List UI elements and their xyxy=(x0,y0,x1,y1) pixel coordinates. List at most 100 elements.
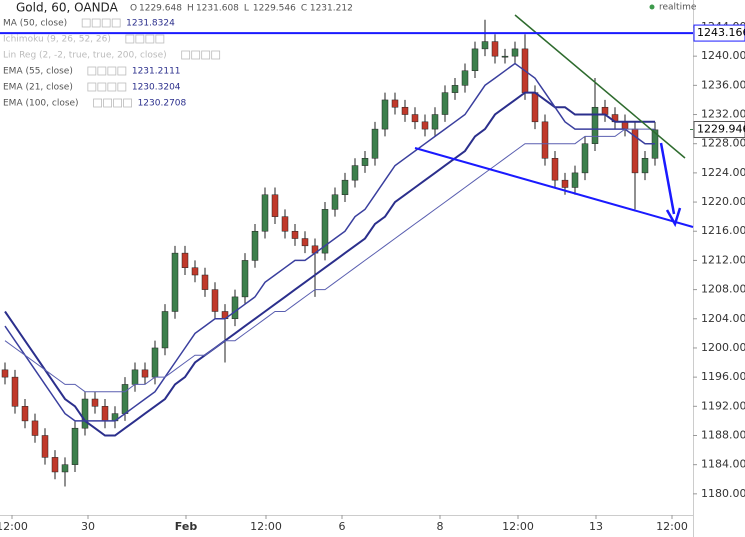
candle-body xyxy=(581,143,589,174)
candle-body xyxy=(141,369,149,378)
indicator-button xyxy=(123,98,132,108)
candle-body xyxy=(151,347,159,378)
candle-body xyxy=(41,435,49,458)
arrow-head xyxy=(665,207,682,228)
ohlc-key: O xyxy=(130,4,137,14)
y-tick-label: 1208.000 xyxy=(701,283,745,296)
y-tick-label: 1188.000 xyxy=(701,428,745,441)
candle-body xyxy=(1,369,9,378)
candle-body xyxy=(121,384,129,414)
candle-body xyxy=(161,311,169,349)
x-tick-label: 12:00 xyxy=(502,520,534,533)
ohlc-key: C xyxy=(301,4,307,14)
candle-body xyxy=(301,238,309,247)
candle-body xyxy=(251,230,259,261)
candle-body xyxy=(331,194,339,210)
ohlc-value: 1229.546 xyxy=(253,4,296,14)
indicator-line xyxy=(4,91,655,437)
x-tick-label: Feb xyxy=(175,520,198,533)
indicator-name: EMA (100, close) xyxy=(3,99,79,109)
candle-body xyxy=(91,398,99,407)
candle-body xyxy=(551,158,559,181)
y-tick-label: 1184.000 xyxy=(701,458,745,471)
y-tick-label: 1228.000 xyxy=(701,137,745,150)
indicator-button xyxy=(87,82,97,92)
candle-body xyxy=(61,464,69,473)
indicator-button xyxy=(117,66,127,76)
candle-body xyxy=(211,289,219,312)
indicator-button xyxy=(101,18,111,28)
indicator-line xyxy=(4,62,655,422)
candle-body xyxy=(401,106,409,115)
forecast-arrow xyxy=(659,142,676,215)
ohlc-value: 1229.648 xyxy=(139,4,182,14)
indicator-button xyxy=(103,98,112,108)
candle-body xyxy=(421,121,429,130)
candle-body xyxy=(471,48,479,72)
last-price-label: 1229.946 xyxy=(697,123,745,136)
candle-body xyxy=(361,158,369,166)
candle-body xyxy=(21,406,29,422)
y-tick-label: 1192.000 xyxy=(701,399,745,412)
indicator-button xyxy=(91,18,101,28)
candle-body xyxy=(381,99,389,130)
candle-body xyxy=(511,48,519,57)
indicator-value: 1230.2708 xyxy=(138,99,187,109)
indicator-button xyxy=(155,34,165,44)
indicator-button xyxy=(135,34,145,44)
candle-body xyxy=(71,427,79,465)
last-price-bg xyxy=(693,121,745,139)
ohlc-value: 1231.608 xyxy=(196,4,239,14)
hline-label: 1243.166 xyxy=(697,26,745,39)
y-tick-label: 1196.000 xyxy=(701,370,745,383)
candle-body xyxy=(601,106,609,115)
candle-body xyxy=(11,376,19,407)
indicator-value: 1231.8324 xyxy=(126,19,175,29)
indicator-button xyxy=(97,66,107,76)
candle-body xyxy=(241,260,249,298)
status-dot xyxy=(649,4,655,10)
candle-body xyxy=(101,406,109,422)
candle-body xyxy=(131,369,139,385)
indicator-line xyxy=(4,128,655,393)
y-tick-label: 1216.000 xyxy=(701,224,745,237)
candle-body xyxy=(641,158,649,174)
candle-body xyxy=(411,114,419,123)
ohlc-value: 1231.212 xyxy=(310,4,353,14)
ohlc-key: L xyxy=(244,4,249,14)
x-tick-label: 12:00 xyxy=(656,520,688,533)
indicator-name: EMA (55, close) xyxy=(3,67,73,77)
candle-body xyxy=(491,41,499,57)
status: realtime xyxy=(659,3,697,13)
indicator-button xyxy=(201,50,211,60)
candle-body xyxy=(451,85,459,93)
y-tick-label: 1240.000 xyxy=(701,49,745,62)
candle-body xyxy=(561,179,569,188)
x-tick-label: 8 xyxy=(437,520,444,533)
candle-body xyxy=(541,121,549,159)
indicator-name: MA (50, close) xyxy=(3,19,67,29)
indicator-button xyxy=(113,98,122,108)
candle-body xyxy=(261,194,269,232)
candle-body xyxy=(431,114,439,130)
indicator-button xyxy=(107,82,117,92)
plot xyxy=(1,19,659,487)
candle-body xyxy=(31,420,39,436)
candle-body xyxy=(571,172,579,188)
y-tick-label: 1180.000 xyxy=(701,487,745,500)
indicator-button xyxy=(111,18,121,28)
candle-body xyxy=(391,99,399,108)
y-tick-label: 1220.000 xyxy=(701,195,745,208)
indicator-button xyxy=(117,82,127,92)
candle-body xyxy=(591,106,599,144)
candle-body xyxy=(81,398,89,429)
candle-body xyxy=(171,252,179,312)
candle-body xyxy=(531,92,539,123)
y-tick-label: 1200.000 xyxy=(701,341,745,354)
candle-body xyxy=(281,216,289,232)
indicator-button xyxy=(125,34,135,44)
candle-body xyxy=(51,457,59,473)
indicator-button xyxy=(87,66,97,76)
